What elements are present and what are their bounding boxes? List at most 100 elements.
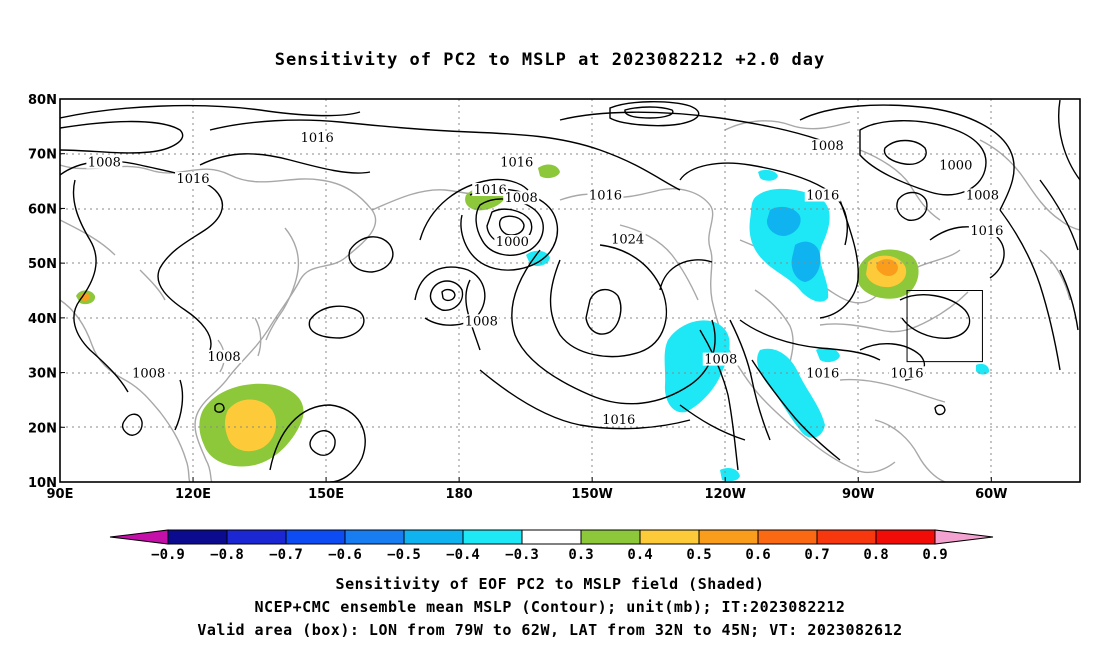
contour-label-bg (968, 224, 1005, 238)
latitude-axis: 80N 70N 60N 50N 40N 30N 20N 10N (28, 93, 65, 491)
colorbar-swatch (875, 529, 936, 545)
contour-label-bg (494, 234, 531, 248)
shade-negative-0.4 (976, 363, 990, 375)
shade-negative-0.4 (664, 320, 730, 413)
contour-label-bg (86, 155, 123, 169)
colorbar-swatch (226, 529, 287, 545)
colorbar-swatch (816, 529, 877, 545)
colorbar-label: 0.5 (686, 547, 711, 563)
contour-label: 1000 (496, 235, 529, 250)
colorbar-label: −0.5 (387, 547, 421, 563)
colorbar-label: −0.3 (505, 547, 539, 563)
colorbar-label: −0.6 (328, 547, 362, 563)
shade-negative-0.4 (757, 348, 825, 438)
contour-label: 1016 (806, 188, 839, 203)
shade-positive-0.4 (225, 399, 277, 452)
contour-label: 1016 (806, 366, 839, 381)
colorbar-swatch (639, 529, 700, 545)
colorbar-swatch (521, 529, 582, 545)
contour-label-bg (889, 366, 926, 380)
contour-label-bg (130, 366, 167, 380)
lat-tick-label: 40N (28, 312, 57, 327)
plot-frame (59, 98, 1081, 483)
contour-label: 1008 (704, 353, 737, 368)
lat-tick-label: 30N (28, 367, 57, 382)
contour-label-bg (472, 183, 509, 197)
shade-positive-0.5 (80, 293, 90, 301)
contour-label: 1016 (602, 413, 635, 428)
contour-label: 1016 (474, 183, 507, 198)
lat-tick-label: 60N (28, 202, 57, 217)
lat-tick-label: 20N (28, 421, 57, 436)
map-title: Sensitivity of PC2 to MSLP at 2023082212… (274, 50, 826, 70)
lon-tick-label: 90E (47, 487, 74, 502)
lon-tick-label: 120E (175, 487, 211, 502)
colorbar-label: −0.9 (151, 547, 185, 563)
colorbar-label: 0.6 (745, 547, 770, 563)
contour-label-bg (804, 188, 841, 202)
contour-label-bg (463, 314, 500, 328)
contour-label: 1000 (939, 158, 972, 173)
lat-tick-label: 50N (28, 257, 57, 272)
contour-label: 1008 (132, 366, 165, 381)
colorbar-label: 0.3 (568, 547, 593, 563)
contour-label: 1008 (505, 191, 538, 206)
contour-label-bg (702, 352, 739, 366)
longitude-axis: 90E 120E 150E 180 150W 120W 90W 60W (47, 477, 1008, 502)
lat-tick-label: 80N (28, 93, 57, 108)
shade-negative-0.5 (766, 206, 801, 236)
contour-label-bg (503, 191, 540, 205)
contour-label-bg (804, 366, 841, 380)
contour-label-bg (206, 349, 243, 363)
contour-label: 1016 (301, 131, 334, 146)
contour-label: 1008 (811, 139, 844, 154)
sensitivity-shading (76, 164, 990, 482)
contour-label-bg (299, 131, 336, 145)
contour-label-bg (809, 139, 846, 153)
lon-tick-label: 120W (704, 487, 745, 502)
shade-positive-0.3 (538, 164, 560, 179)
contour-label: 1016 (500, 156, 533, 171)
colorbar-label: 0.8 (863, 547, 888, 563)
colorbar-high-arrow (934, 529, 994, 545)
colorbar-swatch (403, 529, 464, 545)
contour-label: 1024 (611, 232, 644, 247)
contour-label: 1008 (966, 188, 999, 203)
contour-label: 1016 (176, 172, 209, 187)
colorbar-swatch (580, 529, 641, 545)
colorbar-label: −0.7 (269, 547, 303, 563)
shade-negative-0.4 (526, 250, 550, 266)
shade-negative-0.4 (816, 347, 840, 363)
valid-area-box (906, 290, 983, 363)
contour-label: 1016 (970, 224, 1003, 239)
colorbar-label: 0.9 (922, 547, 947, 563)
contour-label: 1008 (208, 350, 241, 365)
lat-tick-label: 70N (28, 148, 57, 163)
lon-tick-label: 150W (571, 487, 612, 502)
contour-label: 1016 (589, 188, 622, 203)
contour-label-bg (587, 188, 624, 202)
colorbar-swatch (698, 529, 759, 545)
colorbar-label: −0.8 (210, 547, 244, 563)
colorbar-label: 0.4 (627, 547, 652, 563)
colorbar-swatch (344, 529, 405, 545)
lon-tick-label: 180 (446, 487, 473, 502)
lat-lon-grid (60, 99, 1080, 482)
contour-label-bg (175, 172, 212, 186)
contour-label: 1016 (890, 366, 923, 381)
contour-label: 1008 (465, 314, 498, 329)
caption-shaded: Sensitivity of EOF PC2 to MSLP field (Sh… (335, 575, 765, 593)
caption-valid-area: Valid area (box): LON from 79W to 62W, L… (197, 621, 903, 639)
caption-contour: NCEP+CMC ensemble mean MSLP (Contour); u… (254, 598, 846, 616)
colorbar: −0.9 −0.8 −0.7 −0.6 −0.5 −0.4 −0.3 0.3 0.4 0.5 0.6… (109, 529, 994, 563)
lon-tick-label: 60W (975, 487, 1007, 502)
contour-label: 1008 (88, 156, 121, 171)
colorbar-swatch (167, 529, 228, 545)
shade-positive-0.5 (876, 259, 898, 276)
contour-label-bg (600, 412, 637, 426)
colorbar-low-arrow (109, 529, 169, 545)
